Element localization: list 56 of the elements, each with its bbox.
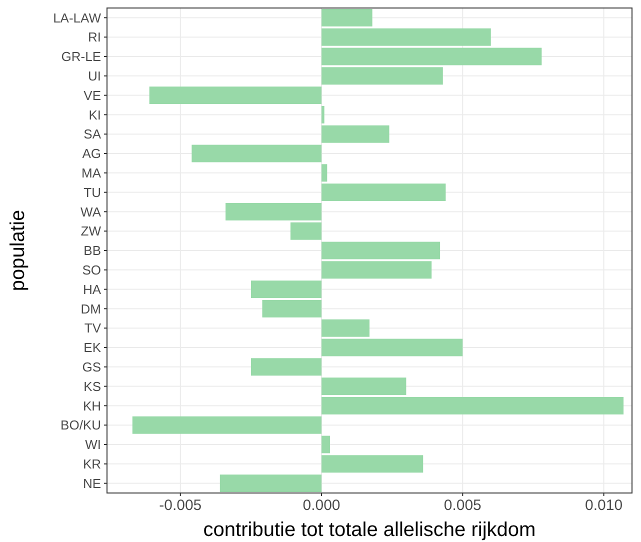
bar	[322, 338, 463, 356]
bar	[132, 416, 322, 434]
bar	[322, 106, 324, 124]
bar	[226, 202, 322, 220]
y-tick-label: MA	[82, 165, 102, 180]
bar	[220, 474, 322, 492]
bar	[322, 396, 624, 414]
y-tick-label: GR-LE	[61, 49, 102, 64]
y-tick-label: BB	[84, 243, 101, 258]
bar	[322, 455, 424, 473]
bar	[262, 300, 322, 318]
bar	[192, 144, 322, 162]
bar	[149, 86, 322, 104]
y-tick-label: BO/KU	[60, 418, 101, 433]
bar	[322, 48, 542, 66]
y-tick-label: GS	[82, 359, 102, 374]
x-axis-title: contributie tot totale allelische rijkdom	[203, 519, 536, 541]
bar	[322, 261, 432, 279]
y-tick-label: UI	[88, 68, 101, 84]
y-tick-label: DM	[80, 301, 101, 316]
bar	[322, 125, 390, 143]
y-tick-label: KS	[84, 378, 102, 394]
y-tick-label: LA-LAW	[53, 10, 102, 26]
bar	[322, 378, 406, 396]
y-tick-label: WI	[85, 437, 101, 452]
y-tick-label: RI	[88, 30, 101, 45]
y-tick-label: KR	[82, 456, 101, 472]
bar	[322, 28, 491, 46]
y-tick-label: WA	[80, 204, 102, 220]
y-tick-label: SO	[82, 262, 101, 278]
bar	[322, 242, 440, 260]
bar	[250, 280, 322, 298]
y-tick-label: HA	[82, 282, 102, 297]
y-axis-title: populatie	[7, 210, 29, 292]
bar	[290, 222, 322, 240]
y-tick-label: VE	[84, 88, 102, 103]
bar	[322, 436, 330, 454]
bar	[322, 319, 370, 337]
x-tick-label: 0.000	[302, 497, 340, 514]
y-tick-label: KH	[82, 398, 101, 414]
bar	[322, 164, 328, 182]
y-tick-label: EK	[84, 340, 102, 356]
bar	[250, 358, 322, 376]
y-tick-label: TU	[84, 184, 101, 200]
bar	[322, 184, 446, 202]
y-tick-label: AG	[82, 146, 101, 162]
y-tick-label: SA	[84, 126, 102, 142]
y-tick-label: KI	[88, 107, 101, 122]
y-tick-label: NE	[82, 476, 102, 491]
y-tick-label: TV	[84, 320, 102, 336]
x-tick-label: 0.005	[444, 497, 482, 514]
x-tick-label: -0.005	[159, 497, 202, 514]
y-tick-label: ZW	[80, 224, 102, 239]
bar	[322, 8, 372, 26]
x-tick-label: 0.010	[585, 497, 623, 514]
bar	[322, 67, 443, 85]
